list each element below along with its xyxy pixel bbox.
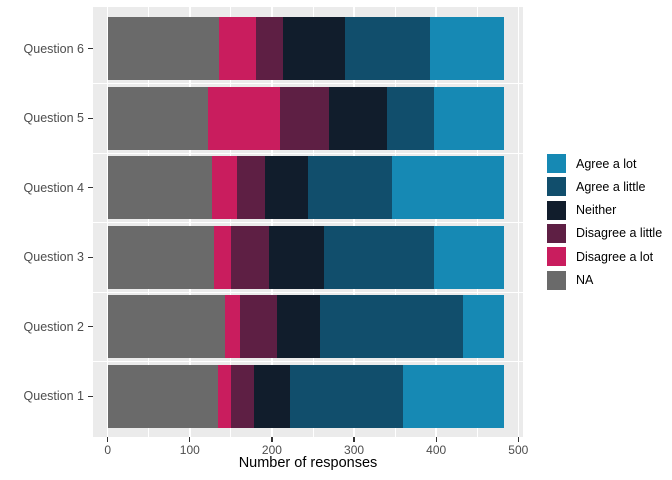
bar-segment bbox=[308, 156, 392, 220]
y-tick bbox=[87, 256, 93, 258]
legend-swatch bbox=[547, 247, 566, 267]
bar-segment bbox=[107, 295, 226, 359]
bar-segment bbox=[264, 156, 309, 220]
y-minor-gridline bbox=[93, 152, 523, 154]
bar-segment bbox=[329, 86, 387, 150]
y-tick bbox=[87, 395, 93, 397]
gridlines-layer bbox=[93, 7, 523, 437]
bar-segment bbox=[214, 225, 231, 289]
bar-segment bbox=[391, 156, 504, 220]
legend-swatch bbox=[547, 154, 566, 173]
bar-segment bbox=[429, 17, 504, 81]
x-axis-tick-label: 500 bbox=[508, 443, 529, 457]
y-axis-label: Question 4 bbox=[23, 180, 84, 195]
bar-segment bbox=[282, 17, 346, 81]
bar-segment bbox=[253, 364, 290, 428]
legend-swatch bbox=[547, 270, 566, 290]
plot-panel bbox=[93, 7, 523, 437]
x-minor-gridline bbox=[148, 7, 150, 437]
bar-segment bbox=[239, 295, 277, 359]
bar-segment bbox=[225, 295, 240, 359]
x-major-gridline bbox=[106, 7, 109, 437]
bar-segment bbox=[107, 225, 215, 289]
y-axis-label: Question 2 bbox=[23, 319, 84, 334]
x-axis-tick-label: 400 bbox=[426, 443, 447, 457]
legend-label: Disagree a lot bbox=[576, 249, 654, 264]
x-minor-gridline bbox=[230, 7, 232, 437]
bar-segment bbox=[107, 156, 212, 220]
legend-label: NA bbox=[576, 273, 594, 287]
bar-segment bbox=[320, 295, 464, 359]
bar-segment bbox=[107, 17, 219, 81]
x-axis-tick-label: 200 bbox=[261, 443, 282, 457]
bar-segment bbox=[269, 225, 324, 289]
x-axis-tick-label: 0 bbox=[104, 443, 112, 457]
x-major-gridline bbox=[271, 7, 273, 437]
bar-segment bbox=[433, 86, 504, 150]
legend-swatch bbox=[547, 200, 566, 220]
bar-segment bbox=[207, 86, 281, 150]
x-tick bbox=[107, 437, 109, 442]
x-axis-tick-label: 100 bbox=[179, 443, 200, 457]
x-tick bbox=[189, 437, 191, 442]
x-minor-gridline bbox=[312, 7, 314, 437]
x-major-gridline bbox=[189, 7, 191, 437]
bar-segment bbox=[107, 364, 218, 428]
x-tick bbox=[517, 437, 519, 442]
x-minor-gridline bbox=[476, 7, 478, 437]
bar-segment bbox=[280, 86, 330, 150]
y-axis-label: Question 1 bbox=[23, 389, 84, 404]
y-tick bbox=[87, 117, 93, 119]
bar-segment bbox=[323, 225, 434, 289]
bar-segment bbox=[230, 364, 254, 428]
y-tick bbox=[87, 187, 93, 189]
legend-label: Agree a little bbox=[576, 179, 646, 194]
legend-label: Neither bbox=[576, 203, 617, 218]
y-axis-label: Question 6 bbox=[23, 41, 84, 56]
x-tick bbox=[353, 437, 355, 442]
bar-segment bbox=[230, 225, 270, 289]
bar-segment bbox=[217, 364, 231, 428]
legend-swatch bbox=[547, 177, 566, 197]
legend-swatch bbox=[547, 223, 566, 243]
bar-segment bbox=[107, 86, 208, 150]
x-major-gridline bbox=[435, 7, 437, 437]
bar-segment bbox=[290, 364, 404, 428]
legend-label: Disagree a little bbox=[576, 226, 663, 241]
bar-segment bbox=[403, 364, 504, 428]
y-minor-gridline bbox=[93, 361, 523, 363]
y-minor-gridline bbox=[93, 222, 523, 224]
bars-layer bbox=[93, 7, 523, 437]
y-minor-gridline bbox=[93, 83, 523, 85]
bar-segment bbox=[345, 17, 430, 81]
bar-segment bbox=[433, 225, 504, 289]
bar-segment bbox=[211, 156, 238, 220]
legend-label: Agree a lot bbox=[576, 156, 637, 171]
y-tick bbox=[87, 326, 93, 328]
bar-segment bbox=[218, 17, 257, 81]
x-tick bbox=[271, 437, 273, 442]
x-tick bbox=[435, 437, 437, 442]
bar-segment bbox=[256, 17, 283, 81]
x-major-gridline bbox=[353, 7, 355, 437]
x-axis-tick-label: 300 bbox=[344, 443, 365, 457]
y-axis-label: Question 5 bbox=[23, 111, 84, 126]
y-axis-label: Question 3 bbox=[23, 250, 84, 265]
x-axis-title: Number of responses bbox=[238, 455, 378, 471]
x-minor-gridline bbox=[394, 7, 396, 437]
y-tick bbox=[87, 48, 93, 50]
y-minor-gridline bbox=[93, 291, 523, 293]
bar-segment bbox=[463, 295, 504, 359]
bar-segment bbox=[276, 295, 321, 359]
bar-segment bbox=[386, 86, 434, 150]
bar-segment bbox=[237, 156, 265, 220]
x-major-gridline bbox=[517, 7, 520, 437]
